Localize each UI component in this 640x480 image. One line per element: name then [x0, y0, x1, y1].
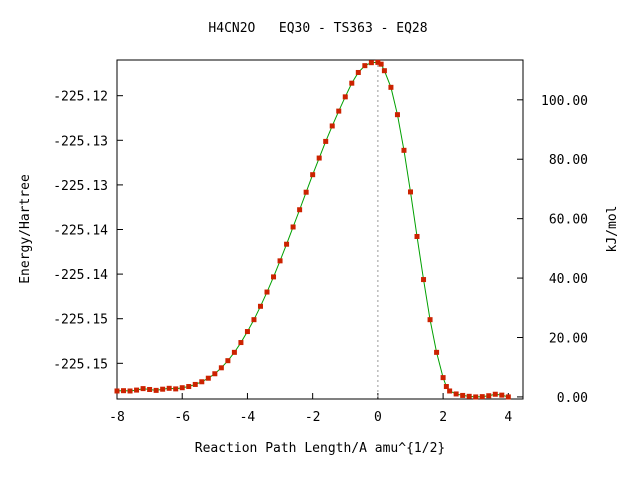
- data-point: [407, 189, 413, 195]
- x-tick-label-5: 2: [439, 410, 447, 425]
- data-point: [271, 274, 277, 280]
- data-point: [394, 112, 400, 118]
- y2-tick-label-2: 40.00: [549, 272, 588, 287]
- y2-tick-label-0: 0.00: [557, 391, 588, 406]
- y-tick-label-6: -225.15: [53, 357, 108, 372]
- x-tick-label-2: -4: [240, 410, 256, 425]
- x-tick-label-1: -6: [174, 410, 190, 425]
- data-point: [257, 303, 263, 309]
- data-point: [323, 138, 329, 144]
- data-point: [212, 371, 218, 377]
- data-point: [427, 317, 433, 323]
- data-point: [336, 108, 342, 114]
- plot-frame: [116, 59, 524, 400]
- data-point: [440, 375, 446, 381]
- data-point: [492, 391, 498, 397]
- x-tick-label-3: -2: [305, 410, 321, 425]
- data-point: [486, 393, 492, 399]
- data-point: [362, 63, 368, 69]
- data-point: [414, 233, 420, 239]
- data-point: [453, 391, 459, 397]
- data-point: [134, 387, 140, 393]
- data-point: [479, 394, 485, 400]
- y2-tick-label-4: 80.00: [549, 153, 588, 168]
- y-tick-label-3: -225.14: [53, 224, 108, 239]
- data-point: [160, 386, 166, 392]
- y2-tick-label-5: 100.00: [541, 94, 588, 109]
- data-point: [316, 155, 322, 161]
- y-tick-label-5: -225.15: [53, 313, 108, 328]
- data-point: [310, 172, 316, 178]
- data-point: [290, 224, 296, 230]
- data-point: [264, 289, 270, 295]
- data-point: [443, 384, 449, 390]
- y-tick-label-2: -225.13: [53, 179, 108, 194]
- chart-title: H4CN2O EQ30 - TS363 - EQ28: [208, 21, 427, 36]
- data-points: [114, 59, 511, 400]
- y2-tick-label-3: 60.00: [549, 213, 588, 228]
- data-point: [205, 375, 211, 381]
- data-point: [153, 387, 159, 393]
- data-point: [355, 69, 361, 75]
- data-point: [388, 84, 394, 90]
- data-point: [349, 80, 355, 86]
- data-point: [329, 123, 335, 129]
- y2-axis: 0.00 20.00 40.00 60.00 80.00 100.00: [517, 94, 588, 406]
- data-point: [499, 392, 505, 398]
- y-tick-label-1: -225.13: [53, 134, 108, 149]
- x-axis: -8 -6 -4 -2 0 2 4: [109, 393, 512, 425]
- y-axis-label: Energy/Hartree: [18, 174, 33, 284]
- data-point: [166, 385, 172, 391]
- data-point: [297, 207, 303, 213]
- data-point: [473, 394, 479, 400]
- data-point: [342, 94, 348, 100]
- data-point: [368, 60, 374, 66]
- data-point: [284, 241, 290, 247]
- y-axis: -225.12 -225.13 -225.13 -225.14 -225.14 -225.…: [53, 90, 123, 372]
- data-point: [127, 388, 133, 394]
- data-point: [421, 277, 427, 283]
- energy-curve: [116, 61, 509, 398]
- x-tick-label-6: 4: [504, 410, 512, 425]
- data-point: [375, 59, 381, 65]
- data-point: [401, 147, 407, 153]
- data-point: [173, 386, 179, 392]
- y-tick-label-0: -225.12: [53, 90, 108, 105]
- y2-axis-label: kJ/mol: [605, 206, 620, 253]
- y2-tick-label-1: 20.00: [549, 331, 588, 346]
- x-axis-label: Reaction Path Length/A amu^{1/2}: [195, 441, 445, 456]
- data-point: [140, 386, 146, 392]
- data-point: [218, 365, 224, 371]
- data-point: [303, 189, 309, 195]
- data-point: [460, 392, 466, 398]
- data-point: [147, 386, 153, 392]
- data-point: [381, 68, 387, 74]
- data-point: [277, 258, 283, 264]
- data-point: [505, 394, 511, 400]
- data-point: [114, 388, 120, 394]
- x-tick-label-0: -8: [109, 410, 125, 425]
- data-point: [251, 317, 257, 323]
- data-point: [192, 381, 198, 387]
- data-point: [238, 340, 244, 346]
- data-point: [231, 349, 237, 355]
- y-tick-label-4: -225.14: [53, 268, 108, 283]
- data-point: [447, 388, 453, 394]
- data-point: [179, 385, 185, 391]
- data-point: [434, 349, 440, 355]
- x-tick-label-4: 0: [374, 410, 382, 425]
- data-point: [199, 379, 205, 385]
- data-point: [186, 384, 192, 390]
- data-point: [225, 358, 231, 364]
- data-point: [244, 329, 250, 335]
- data-point: [378, 61, 384, 67]
- data-point: [466, 393, 472, 399]
- data-point: [121, 388, 127, 394]
